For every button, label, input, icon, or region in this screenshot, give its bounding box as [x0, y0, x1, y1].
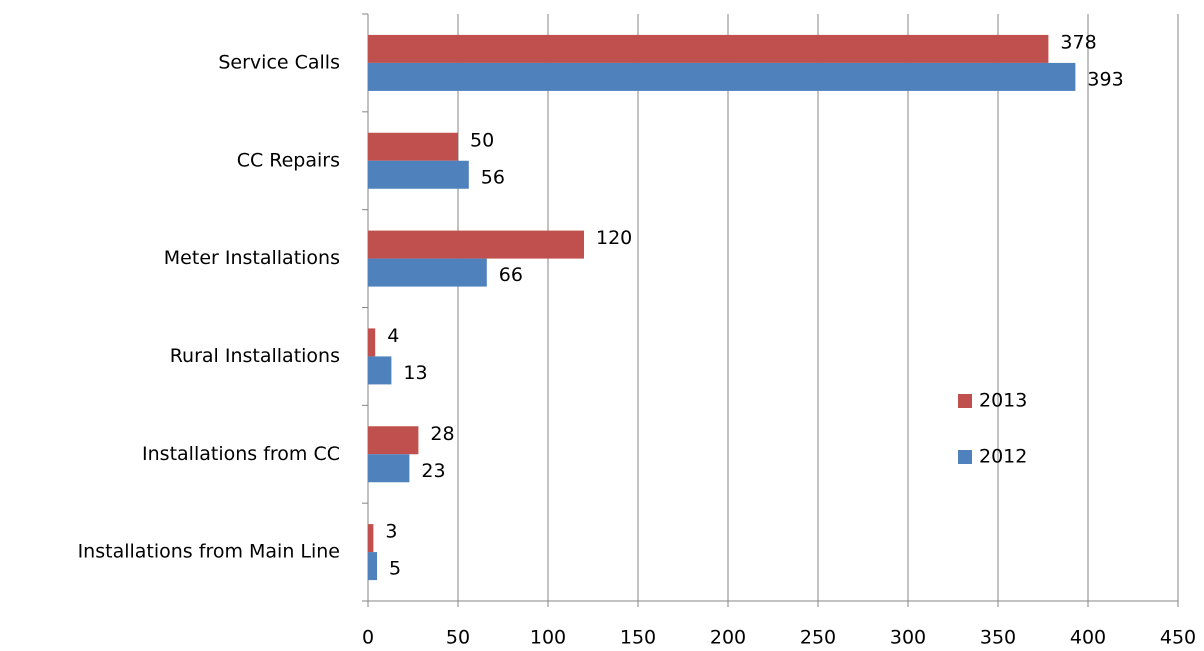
- data-label: 393: [1087, 68, 1123, 90]
- x-tick-label: 0: [362, 627, 374, 649]
- legend-label: 2012: [979, 446, 1027, 468]
- data-label: 4: [387, 325, 399, 347]
- bar: [368, 62, 1076, 91]
- x-tick-label: 250: [800, 627, 836, 649]
- x-tick-label: 300: [890, 627, 926, 649]
- bar: [368, 328, 376, 357]
- data-label: 378: [1060, 31, 1096, 53]
- data-label: 3: [385, 521, 397, 543]
- bar: [368, 230, 584, 259]
- x-tick-label: 350: [980, 627, 1016, 649]
- y-tick-label: Rural Installations: [170, 345, 340, 367]
- data-label: 13: [403, 362, 427, 384]
- x-tick-label: 100: [530, 627, 566, 649]
- legend-swatch: [958, 450, 972, 464]
- bar: [368, 426, 419, 455]
- bar: [368, 34, 1049, 63]
- y-tick-label: Installations from Main Line: [78, 541, 340, 563]
- x-tick-label: 150: [620, 627, 656, 649]
- y-tick-label: CC Repairs: [237, 149, 340, 171]
- x-tick-label: 50: [446, 627, 470, 649]
- x-tick-label: 200: [710, 627, 746, 649]
- data-label: 120: [596, 227, 632, 249]
- data-label: 23: [421, 460, 445, 482]
- data-label: 66: [499, 264, 523, 286]
- bar: [368, 356, 392, 385]
- data-label: 50: [470, 129, 494, 151]
- legend-swatch: [958, 394, 972, 408]
- data-label: 28: [430, 423, 454, 445]
- bar: [368, 160, 469, 189]
- legend-label: 2013: [979, 390, 1027, 412]
- y-tick-label: Meter Installations: [164, 247, 340, 269]
- bar: [368, 132, 458, 161]
- bar: [368, 524, 374, 553]
- x-tick-label: 450: [1160, 627, 1196, 649]
- y-tick-label: Service Calls: [218, 51, 340, 73]
- y-tick-label: Installations from CC: [142, 443, 340, 465]
- bar: [368, 552, 377, 581]
- x-tick-label: 400: [1070, 627, 1106, 649]
- data-label: 56: [481, 166, 505, 188]
- data-label: 5: [389, 558, 401, 580]
- bar: [368, 454, 410, 483]
- bar: [368, 258, 487, 287]
